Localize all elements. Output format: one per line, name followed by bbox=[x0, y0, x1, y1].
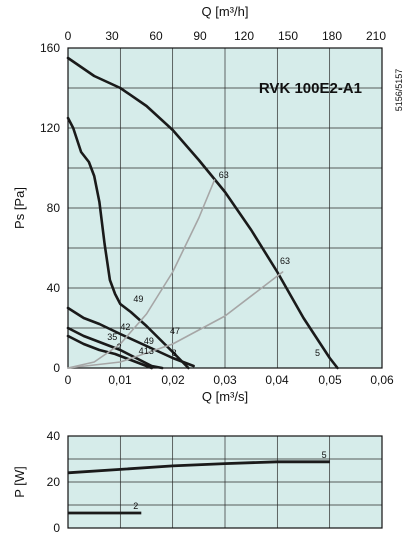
power-curve-line bbox=[67, 460, 330, 475]
curve-label: 63 bbox=[280, 256, 290, 266]
fan-curve-line bbox=[66, 56, 339, 370]
fan-curve-line bbox=[66, 306, 195, 368]
y-axis-ticks: 0 40 80 120 160 bbox=[40, 41, 60, 375]
x-tick: 0,01 bbox=[108, 373, 132, 387]
x-tick: 0,04 bbox=[265, 373, 289, 387]
y-tick: 120 bbox=[40, 121, 60, 135]
system-curve-line bbox=[67, 271, 284, 369]
curve-label: 13 bbox=[144, 346, 154, 356]
fan-curve-line bbox=[66, 334, 153, 370]
y-tick: 40 bbox=[47, 281, 61, 295]
pressure-chart: 63 63 49 47 42 49 352 8 4 13 5 0 0,01 0,02 0,03 0,… bbox=[12, 4, 404, 404]
x2-tick: 0 bbox=[65, 29, 72, 43]
y-axis-label: Ps [Pa] bbox=[12, 187, 27, 229]
x-tick: 0,02 bbox=[161, 373, 185, 387]
power-curve-label: 2 bbox=[133, 501, 138, 511]
curve-label: 49 bbox=[144, 336, 154, 346]
x-tick: 0,05 bbox=[318, 373, 342, 387]
x-tick: 0 bbox=[65, 373, 72, 387]
system-curve-line bbox=[67, 179, 216, 369]
power-y-axis-label: P [W] bbox=[12, 466, 27, 498]
x2-tick: 150 bbox=[278, 29, 298, 43]
power-series-group bbox=[67, 460, 330, 515]
power-curve-label: 5 bbox=[322, 450, 327, 460]
power-y-tick: 40 bbox=[47, 429, 61, 443]
x2-tick: 180 bbox=[322, 29, 342, 43]
power-plot-frame bbox=[67, 435, 383, 529]
fan-curve-line bbox=[66, 326, 164, 370]
x2-tick: 90 bbox=[193, 29, 207, 43]
curve-label: 47 bbox=[170, 326, 180, 336]
curve-label: 42 bbox=[120, 322, 130, 332]
curve-label: 4 bbox=[139, 346, 144, 356]
x2-tick: 210 bbox=[366, 29, 386, 43]
power-chart: 52 0 20 40 P [W] bbox=[12, 429, 383, 535]
power-grid bbox=[68, 436, 382, 528]
x-axis-ticks: 0 0,01 0,02 0,03 0,04 0,05 0,06 bbox=[65, 373, 394, 387]
x-tick: 0,06 bbox=[370, 373, 394, 387]
x2-tick: 120 bbox=[234, 29, 254, 43]
y-tick: 80 bbox=[47, 201, 61, 215]
power-y-ticks: 0 20 40 bbox=[47, 429, 61, 535]
power-y-tick: 0 bbox=[53, 521, 60, 535]
x2-tick: 30 bbox=[105, 29, 119, 43]
pressure-grid bbox=[68, 48, 382, 368]
power-y-tick: 20 bbox=[47, 475, 61, 489]
curve-label: 49 bbox=[133, 294, 143, 304]
curve-label: 2 bbox=[117, 342, 122, 352]
side-code: 5156/5157 bbox=[394, 69, 404, 112]
x-axis-label: Q [m³/s] bbox=[202, 389, 248, 404]
x2-axis-label: Q [m³/h] bbox=[202, 4, 249, 19]
power-label-group: 52 bbox=[133, 450, 326, 511]
fan-curve-line bbox=[66, 116, 190, 370]
y-tick: 160 bbox=[40, 41, 60, 55]
curve-label: 63 bbox=[219, 170, 229, 180]
x-tick: 0,03 bbox=[213, 373, 237, 387]
pressure-series-group bbox=[66, 56, 339, 370]
curve-label: 5 bbox=[315, 348, 320, 358]
y-tick: 0 bbox=[53, 361, 60, 375]
x2-tick: 60 bbox=[149, 29, 163, 43]
model-title: RVK 100E2-A1 bbox=[259, 80, 362, 97]
curve-label: 35 bbox=[107, 332, 117, 342]
curve-label: 8 bbox=[172, 348, 177, 358]
curve-label-group: 63 63 49 47 42 49 352 8 4 13 5 bbox=[107, 170, 320, 358]
pressure-plot-frame bbox=[67, 47, 383, 369]
x2-axis-ticks: 0 30 60 90 120 150 180 210 bbox=[65, 29, 387, 43]
